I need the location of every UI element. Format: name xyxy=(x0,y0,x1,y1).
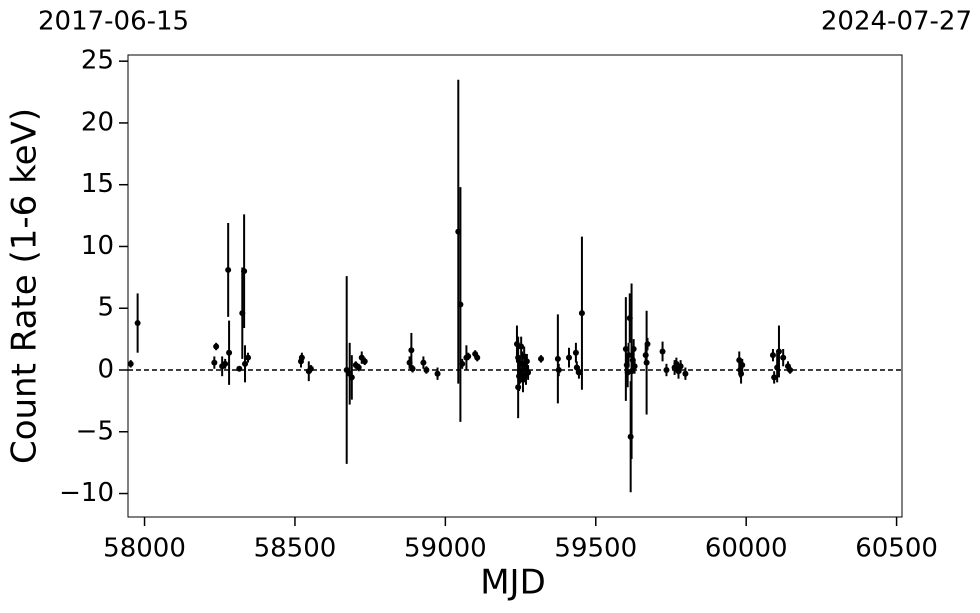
data-point xyxy=(663,367,670,373)
data-point xyxy=(523,358,530,365)
data-point xyxy=(644,341,651,348)
data-point xyxy=(518,343,525,350)
data-point xyxy=(226,349,233,356)
end-date: 2024-07-27 xyxy=(821,7,972,37)
y-tick-label: 15 xyxy=(81,169,114,199)
data-point xyxy=(211,359,218,366)
x-tick-label: 60500 xyxy=(855,534,938,564)
data-point xyxy=(575,369,582,376)
data-point xyxy=(578,310,585,317)
data-point xyxy=(643,359,650,366)
data-point xyxy=(241,268,248,275)
data-point xyxy=(434,370,441,377)
y-tick-label: 20 xyxy=(81,107,114,137)
plot-frame xyxy=(127,54,903,518)
y-tick-label: 0 xyxy=(97,355,114,385)
data-point xyxy=(625,352,632,359)
data-point xyxy=(457,301,464,308)
data-point xyxy=(631,363,638,370)
data-point xyxy=(622,346,629,352)
data-point xyxy=(127,360,134,367)
data-point xyxy=(677,363,684,370)
data-point xyxy=(348,374,355,381)
data-point xyxy=(459,360,466,367)
y-tick-label: −10 xyxy=(59,478,114,508)
data-point xyxy=(739,362,746,369)
data-point xyxy=(771,374,778,381)
data-point xyxy=(736,357,743,364)
data-point xyxy=(659,348,666,355)
data-point xyxy=(572,349,579,356)
data-point xyxy=(565,354,572,361)
x-tick-label: 58500 xyxy=(254,534,337,564)
data-point xyxy=(525,369,532,376)
data-point xyxy=(408,347,415,354)
data-point xyxy=(682,370,689,377)
data-point xyxy=(738,370,745,377)
data-point xyxy=(213,343,220,350)
data-point xyxy=(307,365,314,372)
data-point xyxy=(409,365,416,372)
data-point xyxy=(245,354,252,361)
data-point xyxy=(236,365,243,372)
x-tick-label: 58000 xyxy=(103,534,186,564)
x-axis-label: MJD xyxy=(480,563,546,603)
x-tick-label: 59000 xyxy=(404,534,487,564)
y-tick-label: −5 xyxy=(76,416,114,446)
data-point xyxy=(298,354,305,361)
data-point xyxy=(420,359,427,366)
data-point xyxy=(787,367,794,373)
x-tick-label: 60000 xyxy=(705,534,788,564)
data-point xyxy=(630,346,637,352)
data-point xyxy=(538,355,545,362)
data-point xyxy=(225,266,232,273)
y-axis-label: Count Rate (1-6 keV) xyxy=(5,108,45,464)
data-point xyxy=(780,354,787,361)
y-tick-label: 25 xyxy=(81,46,114,76)
data-point xyxy=(134,320,141,327)
start-date: 2017-06-15 xyxy=(38,7,189,37)
data-point xyxy=(423,367,430,373)
data-point xyxy=(465,353,472,360)
data-point xyxy=(769,352,776,359)
data-point xyxy=(242,360,249,367)
data-point xyxy=(474,354,481,361)
data-point xyxy=(355,364,362,371)
x-tick-label: 59500 xyxy=(554,534,637,564)
data-point xyxy=(222,360,229,367)
data-point xyxy=(555,367,562,373)
data-point xyxy=(775,348,782,355)
y-tick-label: 5 xyxy=(97,293,114,323)
y-tick-label: 10 xyxy=(81,231,114,261)
data-point xyxy=(361,358,368,365)
data-point xyxy=(554,355,561,362)
